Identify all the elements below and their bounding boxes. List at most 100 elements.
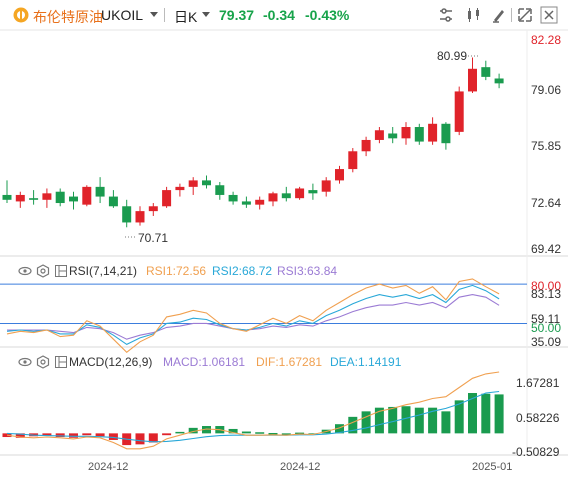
macd-histogram-bar [281, 433, 291, 435]
divider [511, 8, 512, 22]
candle-body [42, 193, 52, 200]
date-axis-label: 2024-12 [280, 461, 321, 473]
indicator-settings-icon[interactable] [437, 6, 455, 24]
macd-histogram-bar [188, 427, 198, 434]
rsi-axis-label: 83.13 [531, 287, 562, 301]
macd-histogram-bar [454, 400, 464, 434]
rsi-axis-label: 35.09 [531, 335, 562, 349]
chevron-down-icon[interactable] [150, 12, 158, 17]
macd-axis-label: 1.67281 [516, 376, 560, 390]
settings-icon[interactable] [36, 355, 50, 369]
candle-body [135, 211, 145, 223]
macd-histogram-bar [202, 426, 211, 434]
chart-type-icon[interactable] [465, 6, 483, 24]
price-change-percent: -0.43% [305, 7, 350, 23]
candle-body [335, 169, 344, 181]
eye-icon[interactable] [18, 264, 32, 278]
macd-histogram-bar [82, 433, 92, 436]
brent-logo-icon [13, 7, 29, 23]
macd-histogram-bar [15, 433, 25, 438]
high-annotation: 80.99 [437, 49, 468, 63]
macd-histogram-bar [2, 433, 12, 438]
rsi-axis-label: 50.00 [531, 321, 562, 335]
macd-histogram-bar [335, 424, 344, 434]
candle-body [454, 91, 464, 132]
price-axis-label: 72.64 [531, 196, 562, 210]
candle-body [188, 180, 198, 187]
candle-body [414, 127, 424, 142]
candle-body [82, 186, 92, 205]
candle-body [241, 201, 251, 205]
candle-body [95, 186, 105, 197]
macd-histogram-bar [388, 406, 398, 434]
candle-body [268, 193, 278, 202]
candle-body [401, 127, 411, 139]
candle-body [108, 196, 118, 207]
price-axis-label: 79.06 [531, 83, 562, 97]
indicator-menu-icon[interactable] [55, 265, 67, 277]
settings-icon[interactable] [36, 264, 50, 278]
macd-histogram-bar [95, 433, 105, 437]
candle-body [228, 194, 238, 202]
candle-body [69, 196, 78, 202]
macd-histogram-bar [228, 428, 238, 434]
macd-histogram-bar [428, 407, 438, 434]
macd-histogram-bar [42, 433, 52, 436]
candle-body [148, 206, 158, 212]
candle-body [215, 185, 225, 195]
macd-histogram-bar [374, 407, 384, 434]
macd-axis-label: 0.58226 [516, 411, 560, 425]
date-axis-label: 2024-12 [88, 461, 129, 473]
macd-value: MACD:1.06181 [163, 355, 246, 369]
toolbar: 布伦特原油 UKOIL 日K 79.37 -0.34 -0.43% [0, 0, 568, 30]
candle-body [175, 186, 185, 191]
eye-icon[interactable] [18, 355, 32, 369]
divider [164, 8, 165, 22]
macd-histogram-bar [175, 431, 185, 434]
draw-tool-icon[interactable] [490, 6, 508, 24]
candle-body [481, 67, 491, 77]
instrument-name: 布伦特原油 [33, 9, 103, 25]
rsi-title: RSI(7,14,21) [69, 264, 138, 278]
candle-body [55, 191, 65, 204]
candle-body [348, 151, 358, 170]
fullscreen-icon[interactable] [516, 6, 534, 24]
instrument-code-select[interactable]: UKOIL [101, 7, 144, 23]
rsi1-line [6, 278, 500, 354]
candle-body [281, 193, 291, 199]
macd-histogram-bar [401, 406, 411, 434]
macd-histogram-bar [135, 433, 145, 445]
candle-body [29, 198, 39, 200]
macd-histogram-bar [162, 433, 172, 436]
dea-line [6, 390, 500, 443]
chevron-down-icon[interactable] [202, 12, 210, 17]
macd-histogram-bar [69, 433, 78, 438]
period-select[interactable]: 日K [174, 9, 198, 25]
candle-body [441, 123, 451, 144]
candle-body [361, 139, 371, 152]
macd-histogram-bar [494, 394, 504, 434]
dea-value: DEA:1.14191 [330, 355, 402, 369]
candle-body [428, 123, 438, 142]
macd-title: MACD(12,26,9) [69, 355, 153, 369]
candle-body [295, 188, 305, 199]
last-price: 79.37 [219, 7, 255, 23]
date-axis-label: 2025-01 [472, 461, 513, 473]
candle-body [162, 190, 172, 207]
macd-histogram-bar [481, 393, 491, 434]
rsi1-value: RSI1:72.56 [146, 264, 207, 278]
close-icon[interactable] [540, 6, 558, 24]
candle-body [374, 130, 384, 140]
candle-body [2, 194, 12, 200]
low-annotation: 70.71 [138, 231, 169, 245]
price-axis-label: 82.28 [531, 33, 562, 47]
macd-histogram-bar [295, 432, 305, 435]
rsi-axis-label: 80.00 [531, 279, 562, 293]
candle-body [15, 194, 25, 202]
rsi2-line [6, 284, 500, 346]
dif-value: DIF:1.67281 [256, 355, 323, 369]
candle-body [202, 180, 211, 186]
indicator-menu-icon[interactable] [55, 356, 67, 368]
candle-body [494, 78, 504, 84]
